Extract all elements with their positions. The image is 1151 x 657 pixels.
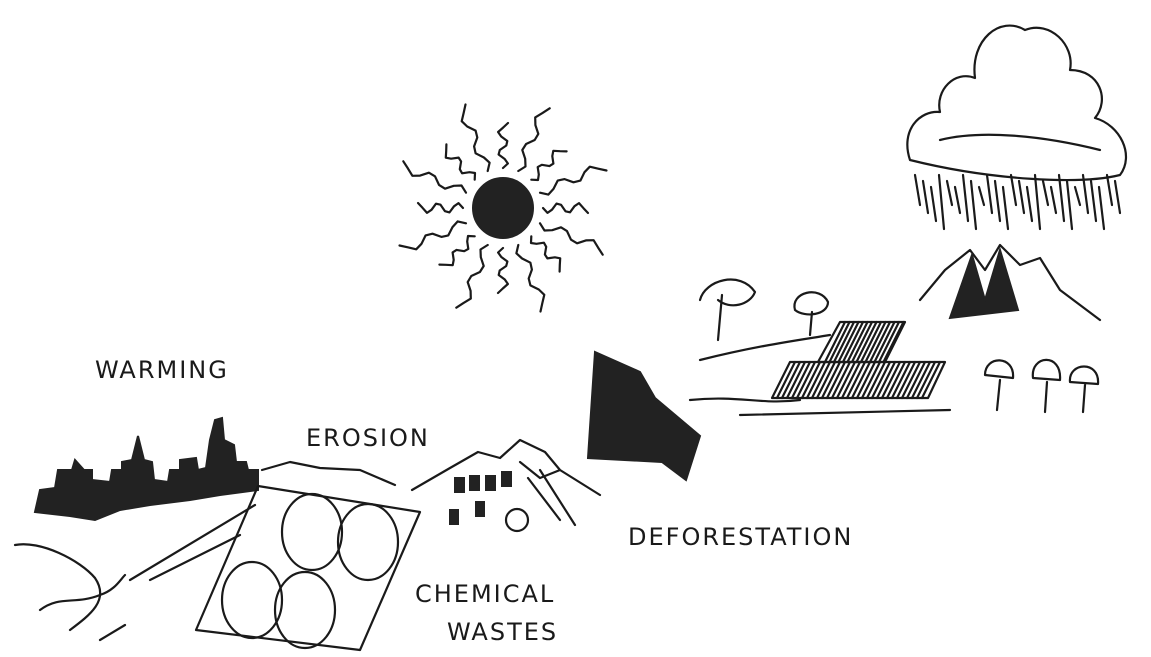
rain-streak	[1003, 187, 1008, 229]
sun-ray	[403, 161, 466, 192]
hatch-line	[877, 362, 895, 398]
sun-ray	[498, 123, 508, 168]
hatch-line	[837, 362, 855, 398]
hatch-line	[807, 362, 825, 398]
erosion-ridge	[262, 462, 395, 485]
hatch-line	[897, 362, 915, 398]
sun-ray	[540, 167, 607, 195]
label-erosion: EROSION	[306, 424, 430, 452]
hatch-line	[827, 362, 845, 398]
hatch-line	[787, 362, 805, 398]
rain-streak	[995, 181, 1000, 221]
hatch-line	[852, 362, 870, 398]
city-skyline	[35, 418, 258, 520]
rain-streak	[987, 175, 992, 213]
field-hatching	[777, 322, 940, 398]
arrow	[588, 352, 700, 480]
hatch-line	[872, 362, 890, 398]
rain-streak	[1059, 175, 1064, 221]
rain	[915, 175, 1120, 229]
sun	[400, 105, 607, 312]
sun-ray	[462, 105, 490, 172]
sun-ray	[446, 144, 475, 179]
sun-ray	[516, 245, 544, 312]
hatch-line	[777, 362, 795, 398]
rain-streak	[923, 181, 928, 213]
sun-ray	[498, 248, 508, 293]
illustration: WARMING EROSION DEFORESTATION CHEMICAL W…	[0, 0, 1151, 657]
sun-ray	[540, 223, 603, 254]
rain-streak	[1051, 187, 1056, 213]
hatch-line	[907, 362, 925, 398]
label-chemical: CHEMICAL	[415, 580, 555, 608]
rain-streak	[1115, 181, 1120, 213]
rain-streak	[939, 175, 944, 229]
rain-streak	[1091, 181, 1096, 221]
rain-streak	[971, 181, 976, 229]
hatch-line	[817, 362, 835, 398]
rain-streak	[955, 187, 960, 213]
hatch-line	[847, 362, 865, 398]
trees-left	[450, 472, 511, 524]
label-warming: WARMING	[95, 356, 229, 384]
rain-streak	[947, 181, 952, 205]
hatch-line	[887, 362, 905, 398]
river	[15, 505, 255, 640]
hatch-line	[857, 362, 875, 398]
hatch-line	[902, 362, 920, 398]
sun-ray	[518, 108, 549, 171]
hatch-line	[867, 362, 885, 398]
rain-streak	[1019, 181, 1024, 213]
label-deforestation: DEFORESTATION	[628, 523, 853, 551]
rain-streak	[1011, 175, 1016, 205]
sun-ray	[418, 203, 463, 213]
rain-streak	[1027, 187, 1032, 221]
sun-disk	[473, 178, 533, 238]
hatch-line	[917, 362, 935, 398]
hatch-line	[782, 362, 800, 398]
sun-ray	[456, 245, 487, 308]
sun-ray	[531, 236, 560, 271]
hatch-line	[832, 362, 850, 398]
rain-streak	[1043, 181, 1048, 205]
hatch-line	[892, 362, 910, 398]
hatch-line	[882, 362, 900, 398]
tree	[506, 509, 528, 531]
rain-streak	[1075, 187, 1080, 205]
dark-peak	[950, 250, 1018, 318]
hatch-line	[842, 362, 860, 398]
hatch-line	[802, 362, 820, 398]
rain-streak	[915, 175, 920, 205]
sun-ray	[439, 236, 474, 265]
hatch-line	[912, 362, 930, 398]
hatch-line	[797, 362, 815, 398]
sun-ray	[543, 203, 588, 213]
sun-ray	[531, 151, 566, 180]
hatch-line	[792, 362, 810, 398]
rain-streak	[1067, 181, 1072, 229]
rain-streak	[1107, 175, 1112, 205]
label-wastes: WASTES	[447, 618, 558, 646]
cloud	[907, 26, 1126, 180]
hatch-line	[862, 362, 880, 398]
rain-streak	[1035, 175, 1040, 229]
sun-ray	[400, 221, 467, 249]
rain-streak	[979, 187, 984, 205]
hatch-line	[822, 362, 840, 398]
hatch-line	[812, 362, 830, 398]
rain-streak	[963, 175, 968, 221]
rain-streak	[1099, 187, 1104, 229]
rain-streak	[931, 187, 936, 221]
